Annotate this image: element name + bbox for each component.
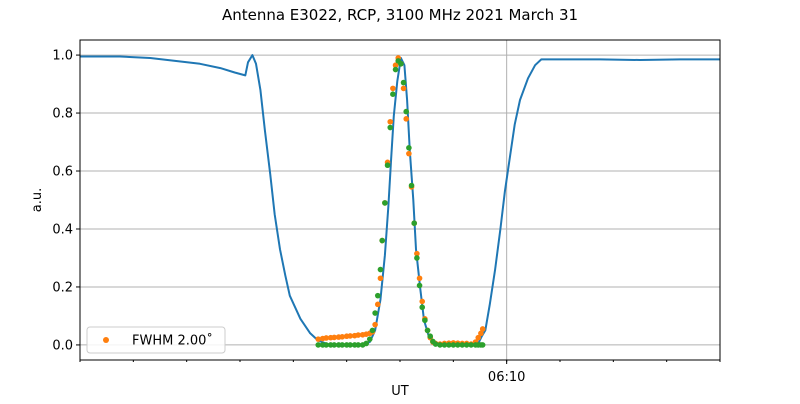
green-data-point bbox=[419, 304, 426, 311]
green-data-point bbox=[363, 340, 370, 347]
green-data-point bbox=[347, 342, 354, 348]
orange-data-point bbox=[406, 150, 412, 157]
orange-data-point bbox=[372, 321, 378, 328]
green-data-point bbox=[416, 282, 423, 289]
green-data-point bbox=[377, 266, 384, 273]
green-data-point bbox=[398, 60, 404, 67]
y-tick-label: 1.0 bbox=[52, 49, 73, 64]
orange-data-point bbox=[347, 333, 354, 339]
y-tick-label: 0.0 bbox=[52, 338, 73, 353]
green-data-point bbox=[372, 310, 378, 316]
orange-data-point bbox=[400, 85, 407, 92]
orange-data-point bbox=[339, 334, 346, 340]
orange-data-point bbox=[419, 298, 426, 305]
orange-data-point bbox=[403, 116, 410, 122]
green-data-point bbox=[315, 342, 322, 348]
green-data-point bbox=[392, 66, 399, 73]
y-tick-label: 0.2 bbox=[52, 280, 73, 295]
x-axis-label: UT bbox=[391, 384, 409, 399]
chart-title: Antenna E3022, RCP, 3100 MHz 2021 March … bbox=[222, 6, 578, 24]
green-data-point bbox=[437, 342, 443, 348]
orange-data-point bbox=[315, 336, 322, 342]
legend: FWHM 2.00˚ bbox=[86, 326, 226, 354]
green-data-point bbox=[422, 317, 428, 324]
green-data-point bbox=[355, 342, 362, 348]
green-data-point bbox=[463, 342, 470, 348]
green-data-point bbox=[374, 292, 381, 299]
green-data-point bbox=[424, 327, 431, 334]
orange-data-point bbox=[323, 335, 330, 341]
orange-data-point bbox=[355, 332, 362, 338]
y-tick-label: 0.8 bbox=[52, 107, 73, 122]
orange-data-point bbox=[479, 326, 486, 332]
green-data-point bbox=[331, 342, 338, 348]
green-data-point bbox=[366, 336, 373, 342]
y-tick-label: 0.4 bbox=[52, 222, 73, 237]
y-axis-label: a.u. bbox=[30, 188, 45, 212]
legend-marker bbox=[103, 337, 109, 343]
y-tick-label: 0.6 bbox=[52, 165, 73, 180]
green-data-point bbox=[403, 108, 410, 115]
orange-data-point bbox=[331, 334, 338, 341]
orange-data-point bbox=[392, 62, 399, 69]
legend-label: FWHM 2.00˚ bbox=[132, 333, 213, 349]
orange-data-point bbox=[414, 250, 420, 257]
green-data-point bbox=[468, 342, 474, 348]
green-data-point bbox=[432, 341, 439, 347]
green-data-point bbox=[459, 342, 466, 348]
green-data-point bbox=[390, 91, 396, 98]
green-data-point bbox=[384, 162, 391, 169]
green-data-point bbox=[387, 124, 394, 131]
axes-frame bbox=[79, 39, 721, 361]
green-data-point bbox=[369, 327, 376, 334]
orange-data-point bbox=[377, 275, 384, 282]
orange-data-point bbox=[390, 85, 396, 92]
orange-data-point bbox=[387, 118, 394, 125]
green-data-point bbox=[411, 220, 418, 226]
orange-data-point bbox=[478, 330, 484, 337]
x-tick-label: 06:10 bbox=[488, 370, 525, 385]
green-data-point bbox=[454, 342, 461, 348]
orange-data-point bbox=[475, 334, 482, 341]
green-data-point bbox=[414, 255, 420, 261]
green-data-point bbox=[379, 237, 386, 244]
green-data-point bbox=[400, 79, 407, 86]
green-data-point bbox=[323, 342, 330, 348]
legend-box bbox=[86, 326, 226, 354]
green-data-point bbox=[408, 182, 415, 189]
green-data-point bbox=[450, 342, 457, 348]
orange-data-point bbox=[416, 275, 423, 282]
green-data-point bbox=[479, 342, 486, 348]
green-data-point bbox=[441, 342, 448, 348]
axis-ticks: 0.0 0.2 0.4 0.6 0.8 1.0 06:10 bbox=[52, 49, 721, 385]
orange-data-point bbox=[374, 301, 381, 308]
green-data-point bbox=[446, 342, 452, 348]
green-data-point bbox=[382, 200, 388, 206]
series-line bbox=[80, 54, 720, 346]
data-marks bbox=[80, 54, 720, 348]
green-data-point bbox=[339, 342, 346, 348]
green-data-point bbox=[406, 145, 412, 151]
green-data-point bbox=[427, 333, 434, 340]
